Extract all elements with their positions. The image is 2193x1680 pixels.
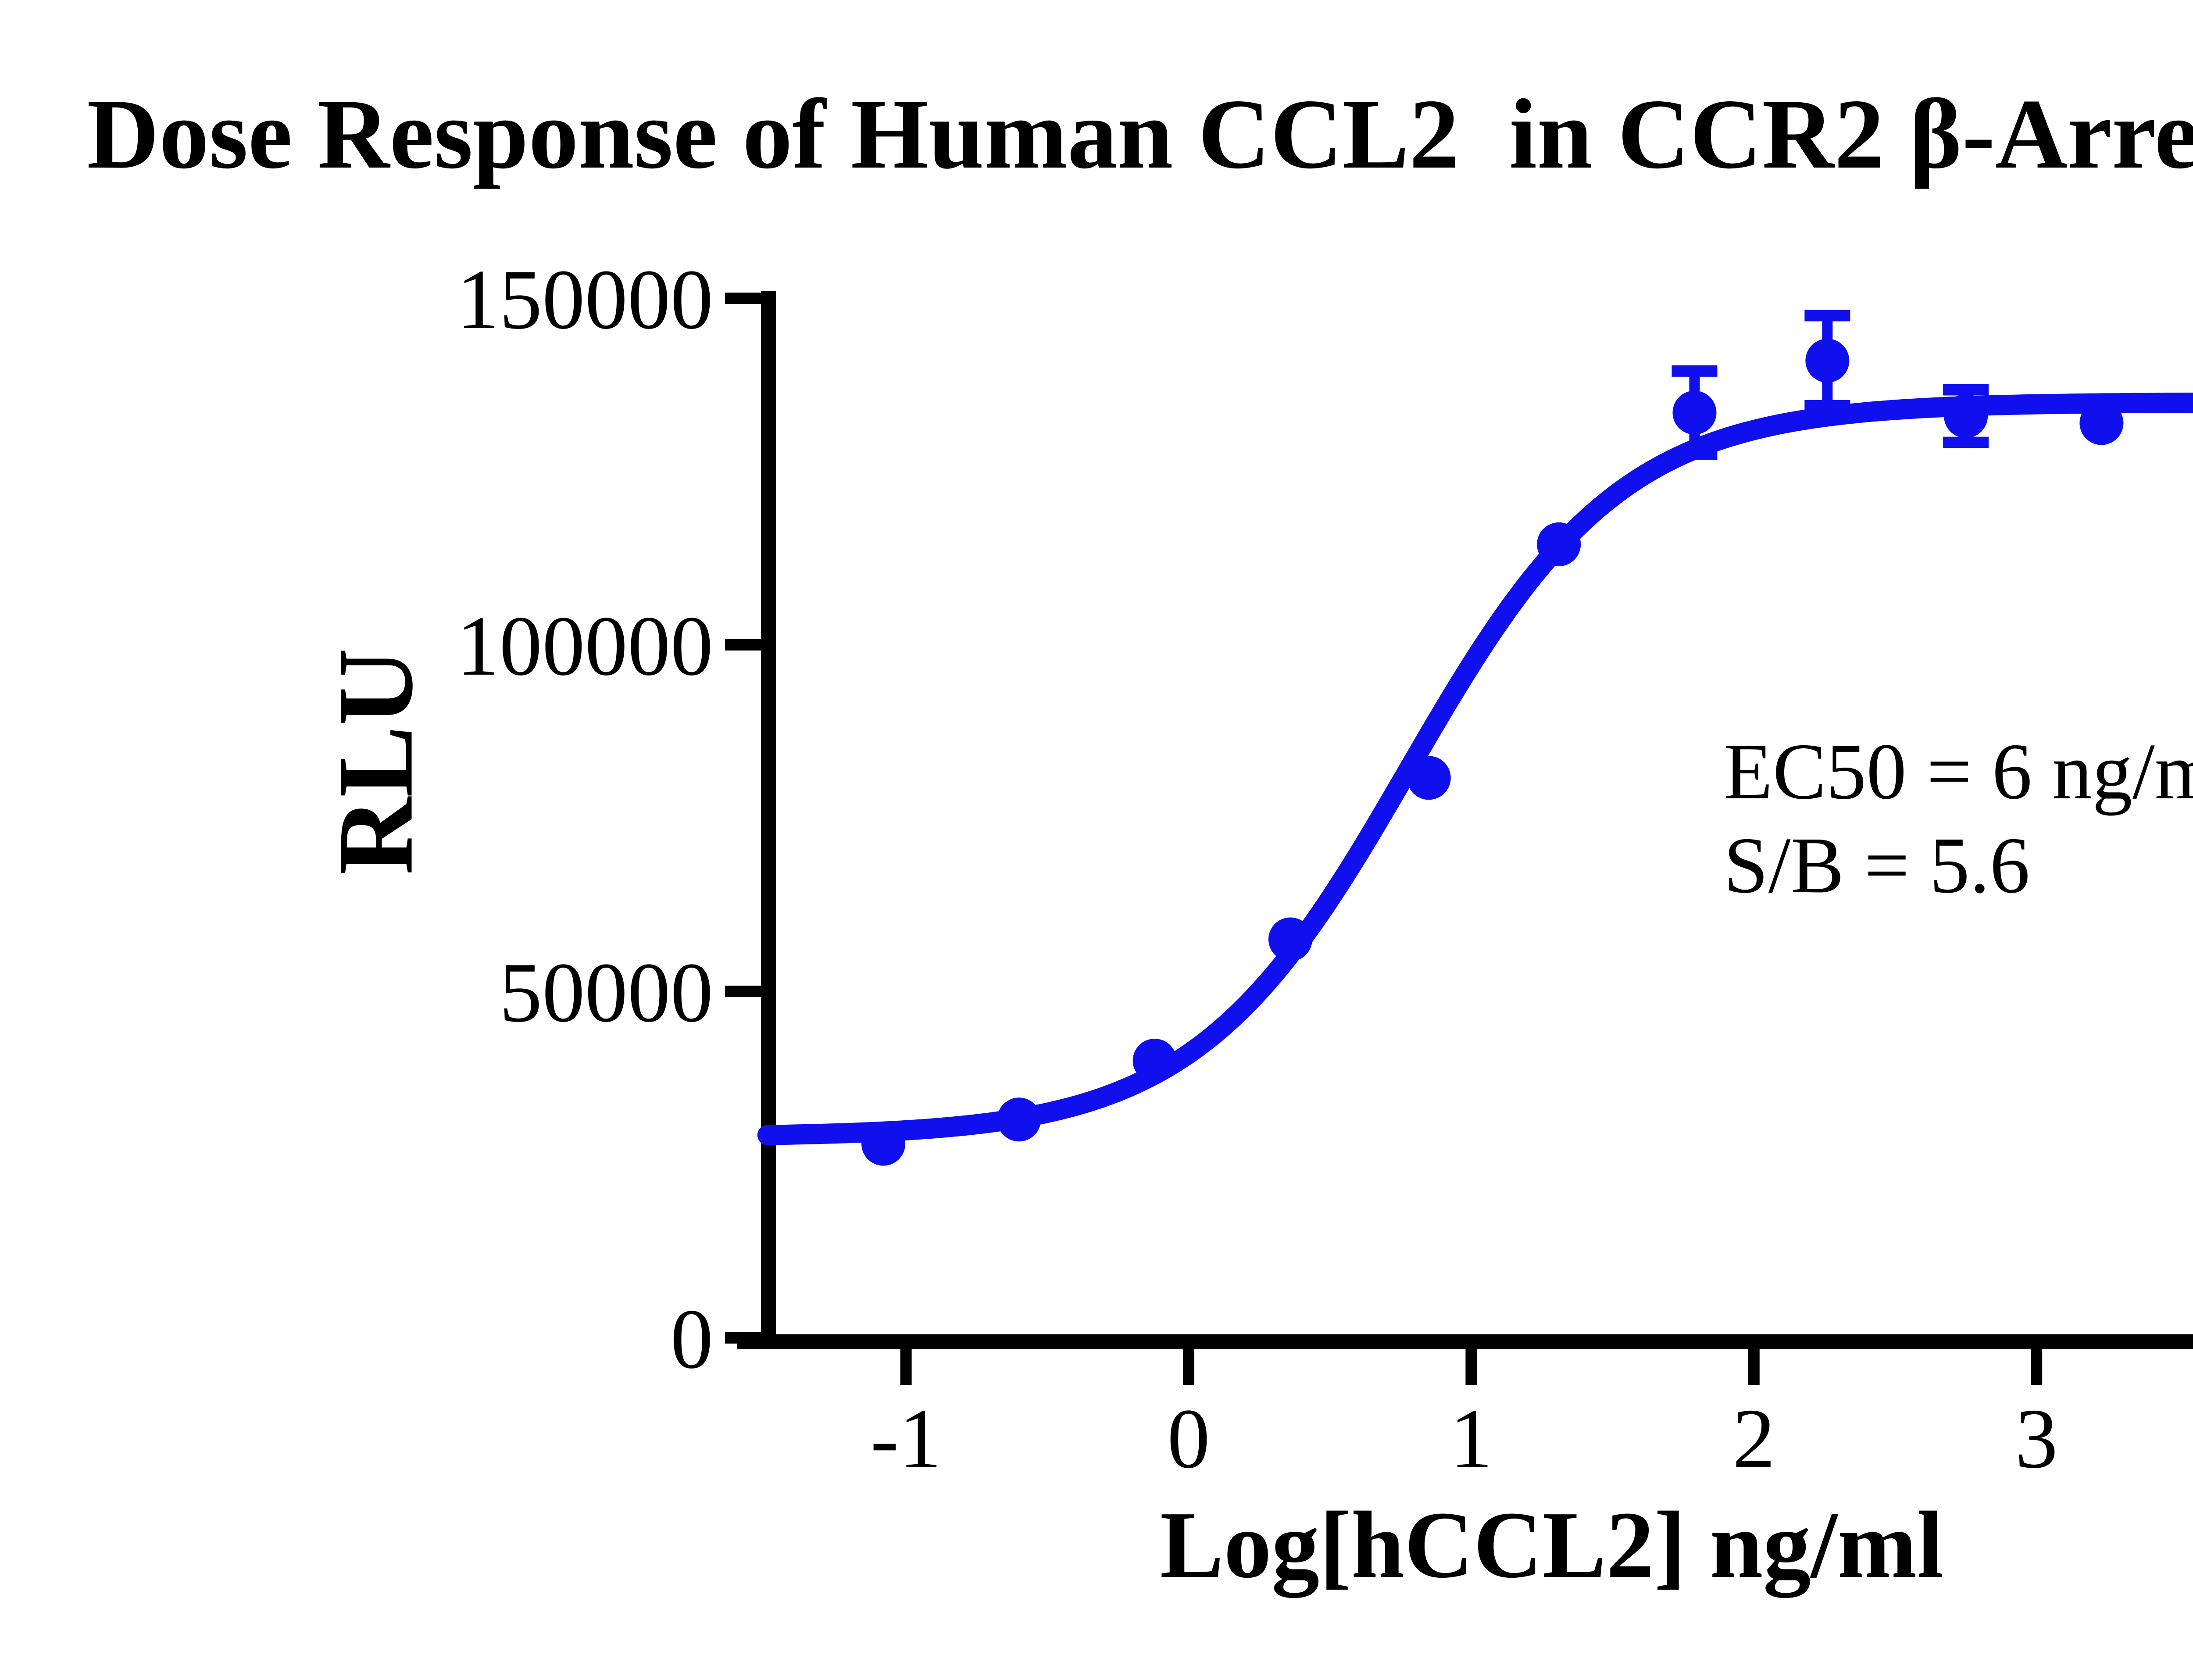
x-tick-label: -1 — [870, 1391, 941, 1486]
x-axis-title: Log[hCCL2] ng/ml — [1160, 1492, 1944, 1598]
data-point — [1672, 390, 1717, 435]
ec50-value-text: EC50 = 6 ng/ml — [1724, 727, 2193, 816]
x-tick-label: 2 — [1732, 1391, 1775, 1486]
data-point — [861, 1122, 906, 1166]
data-point — [1944, 394, 1988, 438]
data-point — [1132, 1039, 1177, 1083]
y-tick-label: 0 — [671, 1292, 714, 1387]
data-point — [1268, 917, 1312, 962]
chart-title: Dose Response of Human CCL2 in CCR2 β-Ar… — [87, 79, 2193, 189]
signal-background-ratio-text: S/B = 5.6 — [1724, 821, 2030, 910]
x-tick-label: 3 — [2015, 1391, 2058, 1486]
y-tick-label: 100000 — [457, 599, 713, 693]
data-point — [2079, 401, 2124, 445]
y-tick-label: 150000 — [457, 252, 713, 347]
data-point — [997, 1097, 1041, 1142]
data-point — [1407, 756, 1451, 800]
y-tick-label: 50000 — [500, 945, 714, 1040]
x-tick-label: 0 — [1167, 1391, 1210, 1486]
x-tick-label: 1 — [1450, 1391, 1493, 1486]
data-point — [1805, 339, 1850, 383]
fit-results-annotation: EC50 = 6 ng/ml S/B = 5.6 — [1724, 725, 2193, 912]
data-point — [1537, 522, 1581, 566]
